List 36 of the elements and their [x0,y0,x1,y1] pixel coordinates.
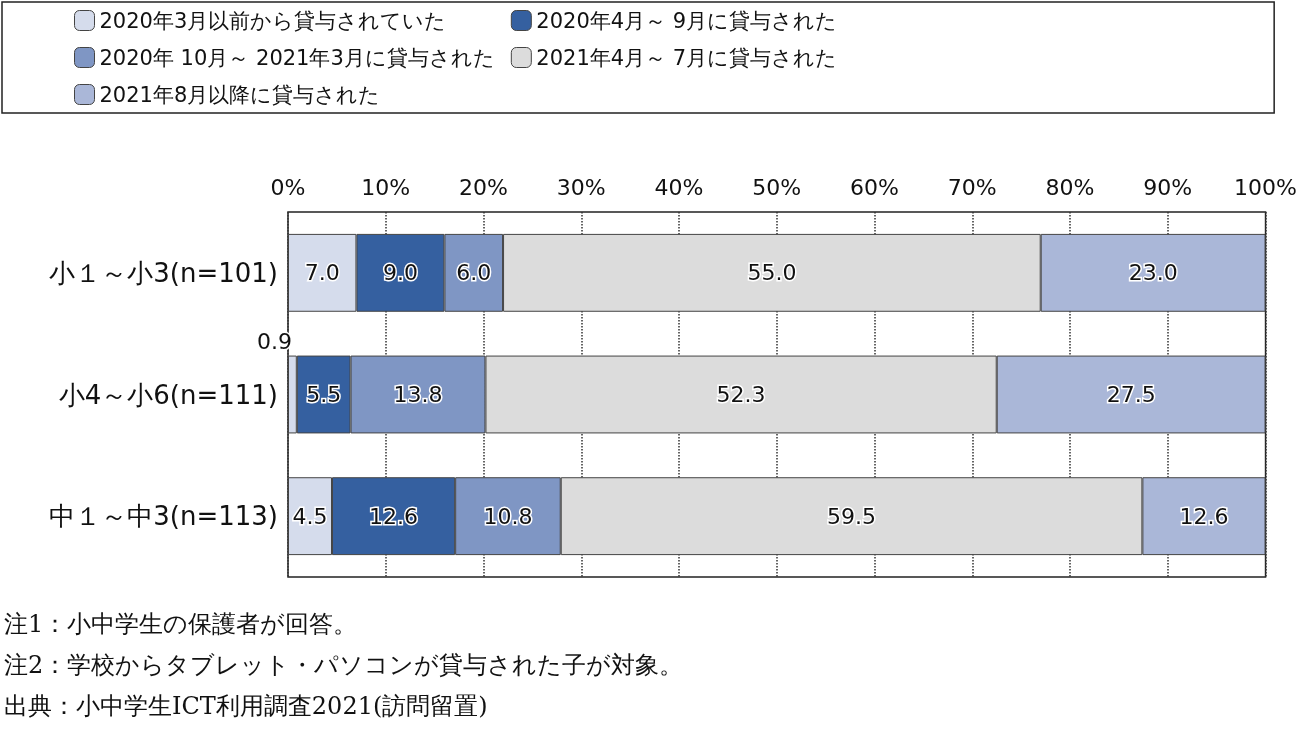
x-tick-label: 30% [556,174,606,200]
data-label: 10.8 [483,503,533,529]
data-label: 12.6 [369,503,419,529]
data-label: 27.5 [1106,382,1156,407]
x-tick-label: 50% [752,174,802,200]
legend-label: 2021年8月以降に貸与された [99,82,381,107]
legend-label: 2021年4月～ 7月に貸与された [536,45,838,70]
legend-label: 2020年 10月～ 2021年3月に貸与された [99,45,495,70]
y-tick-label: 中１～中3(n=113) [49,501,278,532]
x-tick-label: 90% [1143,174,1193,200]
x-tick-label: 0% [270,174,306,200]
source-note: 出典：小中学生ICT利用調査2021(訪問留置) [4,692,488,720]
text: 注1：小中学生の保護者が回答。 [4,610,358,638]
x-tick-label: 10% [361,174,411,200]
text: 注2：学校からタブレット・パソコンが貸与された子が対象。 [4,651,684,679]
x-tick-label: 80% [1045,174,1095,200]
legend-label: 2020年4月～ 9月に貸与された [536,8,838,33]
x-tick-label: 20% [459,174,508,200]
y-tick-label: 小4～小6(n=111) [58,379,278,410]
x-tick-label: 100% [1234,174,1298,200]
data-label: 9.0 [382,260,418,286]
x-tick-label: 70% [947,174,997,200]
data-label: 55.0 [747,260,797,286]
y-tick-label: 小１～小3(n=101) [49,257,278,288]
data-label: 23.0 [1128,260,1178,286]
data-label: 6.0 [456,260,492,286]
x-tick-label: 60% [850,174,899,200]
data-label: 13.8 [393,382,443,407]
legend-label: 2020年3月以前から貸与されていた [99,8,447,33]
data-label: 52.3 [716,382,766,407]
data-label: 4.5 [292,503,328,529]
data-label: 5.5 [306,382,342,407]
data-label: 7.0 [304,260,340,286]
data-label: 59.5 [827,503,877,529]
data-label: 12.6 [1179,503,1229,529]
x-tick-label: 40% [654,174,704,200]
